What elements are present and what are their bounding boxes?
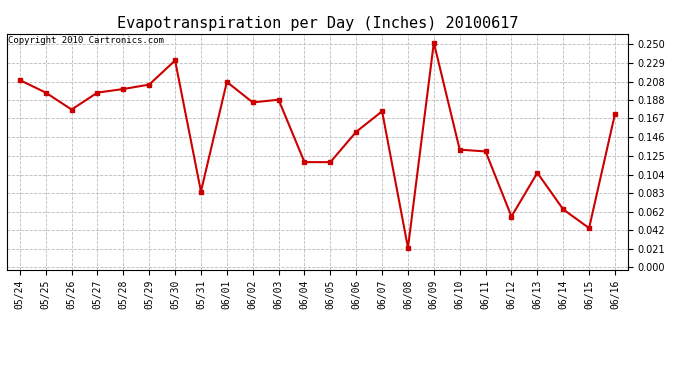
Title: Evapotranspiration per Day (Inches) 20100617: Evapotranspiration per Day (Inches) 2010… [117, 16, 518, 31]
Text: Copyright 2010 Cartronics.com: Copyright 2010 Cartronics.com [8, 36, 164, 45]
